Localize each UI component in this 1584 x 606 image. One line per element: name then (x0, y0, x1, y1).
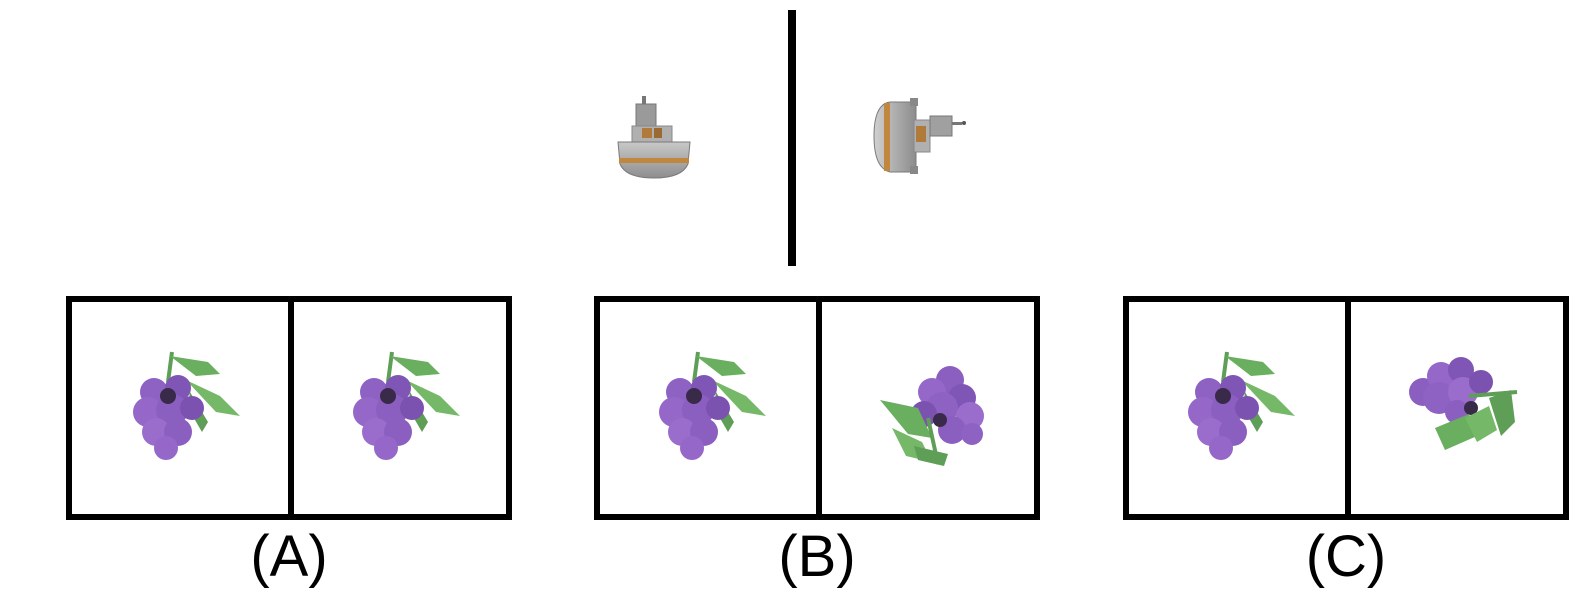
grapes-icon (659, 351, 766, 460)
option-a-label: (A) (250, 524, 328, 589)
grapes-icon (133, 351, 240, 460)
option-b-right-panel (822, 302, 1038, 514)
option-c-right-panel (1351, 302, 1567, 514)
grapes-rotated-icon (880, 366, 984, 466)
option-a-right-panel (294, 302, 510, 514)
option-c-separator (1345, 302, 1351, 514)
option-c-label: (C) (1305, 524, 1387, 589)
reference-divider (788, 10, 796, 266)
option-b-label: (B) (778, 524, 856, 589)
option-b-box[interactable] (594, 296, 1040, 520)
option-a-separator (288, 302, 294, 514)
option-a-left-panel (72, 302, 288, 514)
option-c-left-panel (1129, 302, 1345, 514)
option-c-box[interactable] (1123, 296, 1569, 520)
boat-icon (617, 96, 691, 179)
option-b-separator (816, 302, 822, 514)
grapes-rotated-icon (1409, 357, 1518, 450)
option-a-box[interactable] (66, 296, 512, 520)
grapes-icon (1188, 351, 1295, 460)
grapes-icon (353, 351, 460, 460)
option-b-left-panel (600, 302, 816, 514)
boat-rotated-icon (873, 98, 966, 174)
